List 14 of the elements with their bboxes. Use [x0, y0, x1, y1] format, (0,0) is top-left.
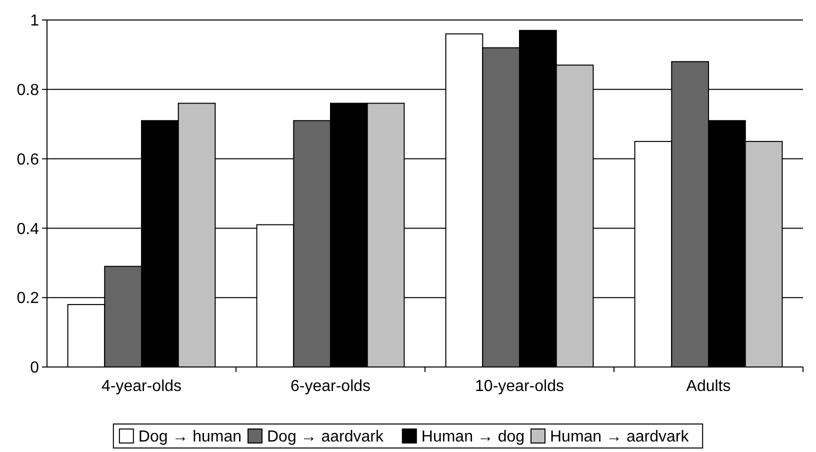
- legend-label: Dog → human: [138, 428, 242, 446]
- y-tick-label: 1: [30, 12, 40, 30]
- y-tick-label: 0.8: [16, 82, 40, 99]
- y-tick-label: 0: [30, 360, 40, 377]
- legend-label: Human → dog: [421, 428, 525, 446]
- y-tick-label: 0.6: [16, 151, 40, 168]
- y-tick-label: 0.4: [16, 220, 40, 238]
- x-tick-label: Adults: [686, 378, 731, 395]
- x-tick-label: 6-year-olds: [290, 378, 371, 395]
- x-tick-label: 4-year-olds: [101, 378, 182, 395]
- legend-label: Human → aardvark: [550, 428, 690, 446]
- y-tick-label: 0.2: [16, 290, 40, 308]
- x-tick-label: 10-year-olds: [475, 378, 564, 395]
- legend-label: Dog → aardvark: [267, 428, 384, 446]
